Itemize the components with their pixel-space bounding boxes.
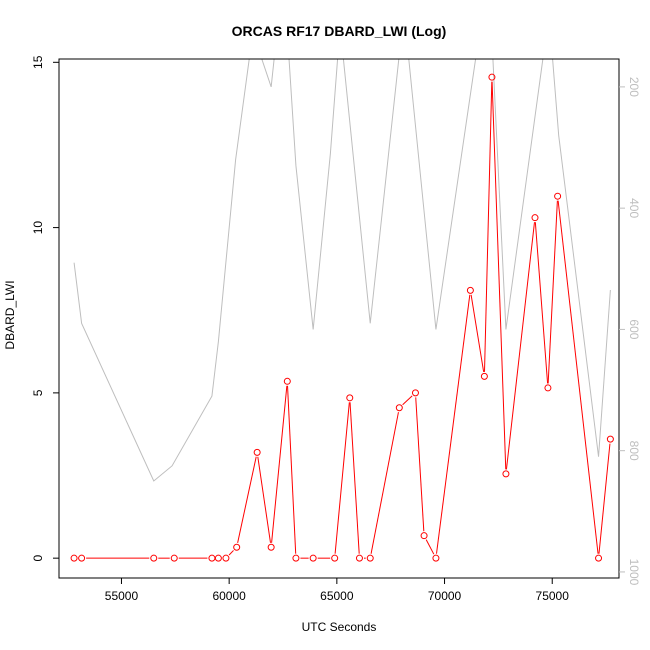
series-1-line	[73, 59, 611, 482]
x-axis-label: UTC Seconds	[302, 620, 377, 634]
series-0-segment	[483, 81, 493, 372]
series-0-segment	[415, 397, 425, 532]
series-0-point	[411, 389, 419, 397]
y2-tick-label: 200	[627, 77, 641, 97]
series-0-point	[267, 543, 275, 551]
series-0-segment	[287, 385, 297, 554]
series-0-segment	[334, 402, 350, 554]
y-axis-right: 200 400 600 800 1000	[619, 77, 641, 586]
y-tick-label: 5	[31, 389, 45, 396]
series-0-point	[78, 554, 86, 562]
series-0-segment	[237, 456, 257, 543]
series-0-point	[253, 448, 261, 456]
y2-tick-label: 1000	[627, 559, 641, 586]
plot-frame	[58, 58, 620, 579]
series-0-segment	[349, 402, 360, 554]
series-0-point	[222, 554, 230, 562]
series-0-point	[355, 554, 363, 562]
series-0-point	[309, 554, 317, 562]
series-0-segment	[271, 385, 288, 543]
series-0-point	[331, 554, 339, 562]
series-0-segment	[547, 200, 558, 384]
series-0-segment	[505, 222, 535, 470]
x-tick-label: 70000	[428, 589, 462, 603]
series-0-point	[488, 73, 496, 81]
series-0-segment	[370, 412, 399, 554]
series-0-point	[395, 404, 403, 412]
y-tick-label: 0	[31, 555, 45, 562]
series-0-segment	[470, 294, 485, 372]
x-axis: 55000 60000 65000 70000 75000	[105, 578, 569, 603]
series-0-point	[70, 554, 78, 562]
left-series-layer	[70, 73, 614, 562]
series-0-point	[420, 532, 428, 540]
series-0-segment	[402, 395, 413, 406]
y2-tick-label: 800	[627, 441, 641, 461]
y-axis-left: 0 5 10 15	[31, 55, 59, 562]
x-tick-label: 60000	[212, 589, 246, 603]
x-tick-label: 75000	[536, 589, 570, 603]
series-0-point	[150, 554, 158, 562]
series-0-segment	[598, 443, 611, 554]
chart-title: ORCAS RF17 DBARD_LWI (Log)	[232, 23, 447, 39]
y2-tick-label: 400	[627, 198, 641, 218]
y-axis-label: DBARD_LWI	[3, 280, 17, 349]
y2-tick-label: 600	[627, 319, 641, 339]
series-0-segment	[491, 81, 507, 470]
series-0-point	[466, 286, 474, 294]
y-tick-label: 15	[31, 55, 45, 69]
series-0-point	[531, 214, 539, 222]
series-0-point	[595, 554, 603, 562]
series-0-segment	[228, 550, 234, 556]
series-0-segment	[257, 456, 271, 543]
series-0-segment	[534, 222, 549, 384]
series-0-point	[346, 394, 354, 402]
series-0-point	[366, 554, 374, 562]
right-series-layer	[73, 59, 611, 482]
series-0-segment	[557, 200, 599, 554]
series-0-point	[432, 554, 440, 562]
series-0-point	[554, 192, 562, 200]
series-0-segment	[436, 294, 471, 554]
series-0-point	[292, 554, 300, 562]
series-0-point	[544, 384, 552, 392]
x-tick-label: 55000	[105, 589, 139, 603]
series-0-point	[502, 470, 510, 478]
x-tick-label: 65000	[320, 589, 354, 603]
series-0-point	[480, 372, 488, 380]
series-0-point	[170, 554, 178, 562]
series-0-point	[208, 554, 216, 562]
y-tick-label: 10	[31, 221, 45, 235]
series-0-point	[233, 543, 241, 551]
series-0-point	[214, 554, 222, 562]
series-0-point	[283, 377, 291, 385]
series-0-point	[606, 435, 614, 443]
series-0-segment	[425, 539, 435, 555]
